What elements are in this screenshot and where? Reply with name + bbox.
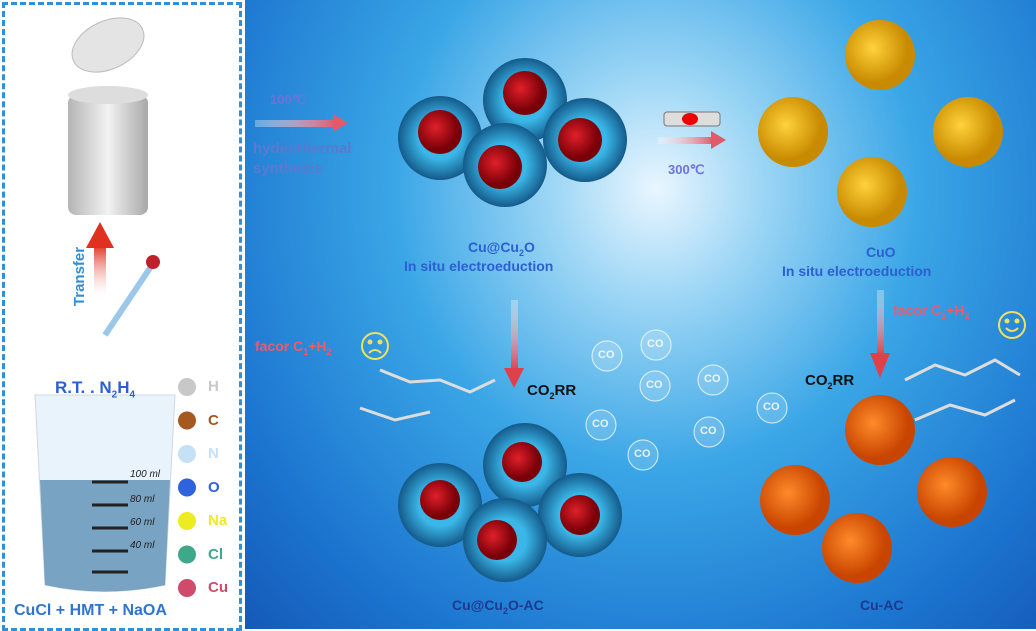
co-bubble-label: CO	[704, 373, 721, 385]
sub: 1	[941, 310, 947, 321]
legend-label: Cu	[208, 579, 228, 596]
co-bubble	[591, 340, 623, 372]
temp-300c: 300℃	[668, 162, 705, 177]
transfer-arrowhead	[86, 222, 114, 248]
co-bubble	[585, 409, 617, 441]
legend-dot-cl	[178, 545, 196, 564]
sub: 2	[964, 310, 970, 321]
co-bubble-label: CO	[647, 338, 664, 350]
legend-label: O	[208, 478, 220, 496]
sub: 2	[326, 346, 332, 357]
product-left-label: Cu@Cu2O-AC	[452, 597, 544, 616]
smiley-face-icon	[998, 311, 1026, 339]
t: +H	[946, 302, 965, 318]
favor-label-left: facor C1+H2	[255, 338, 332, 357]
legend-dot-na	[178, 512, 196, 530]
t: Cu@Cu	[468, 239, 519, 255]
arrow-down-left	[511, 300, 518, 370]
arrow-300c	[658, 137, 713, 144]
product-right-label: Cu-AC	[860, 597, 904, 613]
reagents-label: CuCl + HMT + NaOA	[14, 602, 167, 619]
t: O	[524, 239, 535, 255]
sub: 2	[827, 381, 833, 391]
rt-h: H	[117, 378, 130, 397]
pipette-icon	[102, 255, 160, 337]
t: +H	[308, 338, 327, 354]
arrow-300c-head	[711, 131, 726, 149]
cu-cu2o-ac-cluster	[398, 423, 622, 582]
sub: 2	[111, 389, 118, 401]
sub: 2	[518, 247, 524, 258]
beaker-mark-80: 80 ml	[130, 494, 155, 505]
arrow-100c-head	[333, 114, 348, 132]
t: facor C	[893, 302, 942, 318]
legend-dot-n	[178, 445, 196, 463]
t: RR	[832, 372, 855, 389]
sad-face-icon	[361, 332, 389, 360]
arrow-down-right	[877, 290, 884, 355]
legend-label: Cl	[208, 545, 223, 563]
legend-label: Na	[208, 512, 228, 529]
arrow-down-right-head	[870, 353, 890, 378]
cu-cu2o-cluster	[398, 58, 627, 207]
legend-dot-cu	[178, 579, 196, 597]
sub: 2	[549, 391, 555, 401]
cu-cu2o-label: Cu@Cu2O	[468, 239, 535, 258]
beaker-mark-60: 60 ml	[130, 517, 155, 528]
sub: 4	[129, 389, 136, 401]
t: O-AC	[508, 597, 544, 613]
beaker-icon	[34, 394, 176, 592]
cuo-process-label: In situ electroeduction	[782, 263, 932, 279]
arrow-down-left-head	[504, 368, 524, 388]
t: facor C	[255, 338, 304, 354]
step1-line2: synthesis	[253, 160, 323, 177]
legend-label: H	[208, 378, 219, 395]
transfer-arrow	[94, 245, 106, 295]
t: Cu@Cu	[452, 597, 503, 613]
co-bubble-label: CO	[598, 349, 615, 361]
beaker-mark-40: 40 ml	[130, 540, 155, 551]
jar-icon	[68, 86, 148, 215]
co2rr-label-right: CO2RR	[805, 372, 854, 391]
co-bubble-label: CO	[763, 401, 780, 413]
step1-line1: hydeothermal	[253, 140, 352, 157]
co-bubble-label: CO	[700, 425, 717, 437]
co-bubble	[697, 364, 729, 396]
rt-text: R.T. . N	[55, 378, 112, 397]
co-bubble	[756, 392, 788, 424]
co-bubble-label: CO	[592, 418, 609, 430]
temp-100c: 100℃	[270, 92, 307, 107]
legend-label: N	[208, 445, 219, 462]
co-bubble	[640, 329, 672, 361]
legend-dot-o	[178, 478, 196, 497]
cuo-particles	[758, 20, 1003, 227]
cuo-label: CuO	[866, 244, 896, 260]
sub: 1	[303, 346, 309, 357]
sub: 2	[502, 605, 508, 616]
furnace-icon	[663, 111, 721, 127]
underwater-scene	[245, 0, 1036, 629]
co-bubble-label: CO	[646, 379, 663, 391]
beaker-mark-100: 100 ml	[130, 469, 161, 480]
co-bubble	[639, 370, 671, 402]
co-bubble-label: CO	[634, 448, 651, 460]
legend-label: C	[208, 411, 219, 429]
co-bubble	[627, 439, 659, 471]
legend-dot-c	[178, 411, 196, 430]
favor-label-right: facor C1+H2	[893, 302, 970, 321]
transfer-label: Transfer	[71, 246, 89, 307]
cu2o-process-label: In situ electroeduction	[404, 258, 554, 274]
cu-ac-particles	[760, 395, 987, 583]
co2rr-label-left: CO2RR	[527, 382, 576, 401]
t: RR	[554, 382, 577, 399]
jar-lid-icon	[71, 17, 145, 73]
legend-dot-h	[178, 378, 196, 396]
co-bubble	[693, 416, 725, 448]
rt-n2h4-label: R.T. . N2H4	[55, 378, 135, 400]
arrow-100c	[255, 120, 335, 127]
t: CO	[527, 382, 550, 399]
molecule-chains	[359, 358, 1021, 422]
t: CO	[805, 372, 828, 389]
